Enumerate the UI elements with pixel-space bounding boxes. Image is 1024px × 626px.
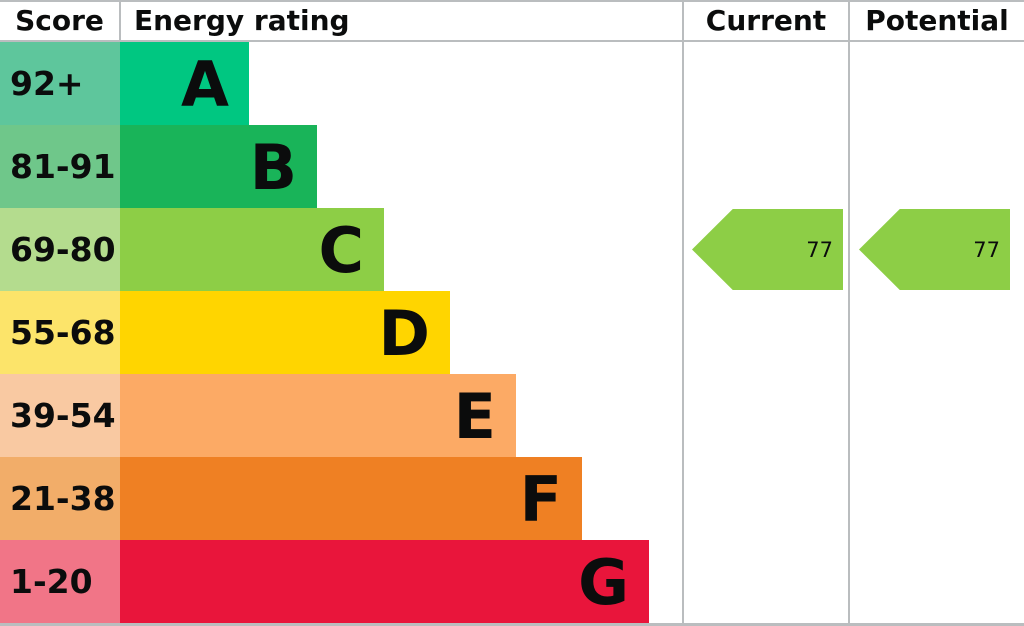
band-row-a: 92+ A [0, 42, 1024, 125]
band-letter-b: B [249, 131, 297, 204]
score-column-divider [119, 0, 121, 42]
band-letter-f: F [519, 463, 562, 536]
band-letter-a: A [181, 48, 229, 121]
band-row-d: 55-68 D [0, 291, 1024, 374]
score-range-b: 81-91 [0, 125, 120, 208]
band-bar-e: E [120, 374, 516, 457]
potential-rating-value: 77 [973, 237, 1000, 262]
score-range-d: 55-68 [0, 291, 120, 374]
header-current: Current [705, 4, 827, 37]
potential-rating-arrow: 77 [859, 209, 1010, 290]
rating-bands: 92+ A 81-91 B 69-80 C 55-68 D 39-54 E 21-38 F 1-20 G [0, 42, 1024, 623]
band-row-f: 21-38 F [0, 457, 1024, 540]
band-row-g: 1-20 G [0, 540, 1024, 623]
top-border [0, 0, 1024, 2]
band-letter-e: E [453, 380, 496, 453]
band-bar-b: B [120, 125, 317, 208]
score-range-f: 21-38 [0, 457, 120, 540]
score-range-g: 1-20 [0, 540, 120, 623]
band-letter-c: C [318, 214, 364, 287]
band-bar-c: C [120, 208, 384, 291]
score-range-c: 69-80 [0, 208, 120, 291]
band-row-c: 69-80 C [0, 208, 1024, 291]
header-bottom-border [0, 40, 1024, 42]
band-bar-a: A [120, 42, 249, 125]
band-row-b: 81-91 B [0, 125, 1024, 208]
header-score: Score [15, 4, 104, 37]
header-potential: Potential [865, 4, 1009, 37]
current-column-divider [682, 0, 684, 626]
bottom-border [0, 623, 1024, 626]
current-rating-value: 77 [806, 237, 833, 262]
potential-column-divider [848, 0, 850, 626]
header-energy-rating: Energy rating [134, 4, 350, 37]
band-bar-d: D [120, 291, 450, 374]
band-letter-d: D [378, 297, 430, 370]
score-range-a: 92+ [0, 42, 120, 125]
score-range-e: 39-54 [0, 374, 120, 457]
band-row-e: 39-54 E [0, 374, 1024, 457]
band-bar-f: F [120, 457, 582, 540]
band-letter-g: G [578, 546, 629, 619]
band-bar-g: G [120, 540, 649, 623]
